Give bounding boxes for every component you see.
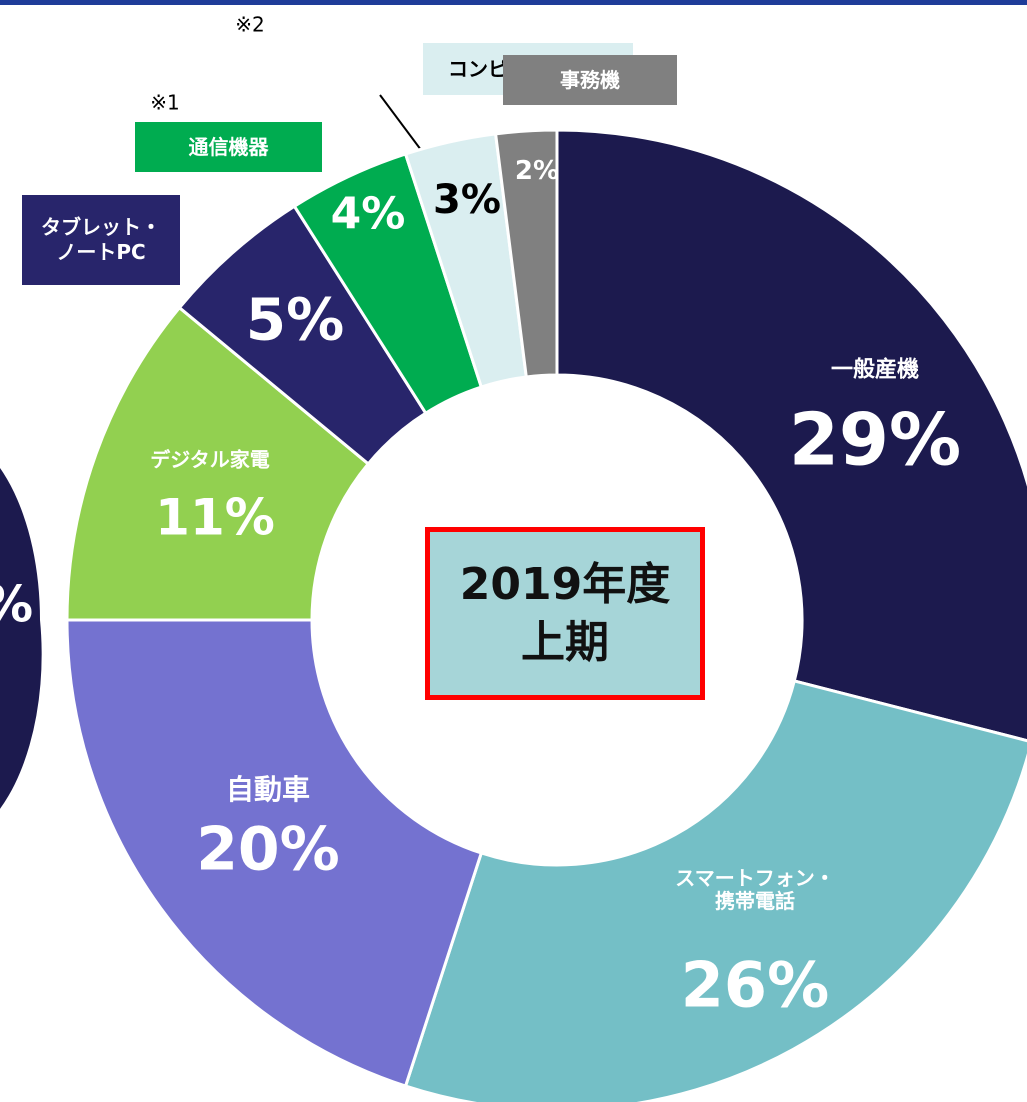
value-label: 29% — [788, 397, 962, 482]
value-label: 2% — [514, 156, 560, 187]
value-label: 3% — [433, 177, 501, 223]
value-label: 5% — [245, 285, 345, 354]
category-label: 自動車 — [225, 772, 311, 806]
category-label: デジタル家電 — [150, 447, 270, 472]
category-label: 一般産機 — [830, 357, 920, 383]
left-fragment-label: % — [0, 576, 33, 634]
center-label: 2019年度 上期 — [425, 527, 705, 700]
category-label: 通信機器 — [135, 122, 322, 172]
donut-segment — [65, 305, 371, 622]
donut-segment — [403, 679, 1027, 1102]
category-label: 事務機 — [503, 55, 677, 105]
footnote-mark: ※1 — [150, 90, 180, 115]
donut-segment — [555, 128, 1027, 743]
top-bar — [0, 0, 1027, 5]
footnote-mark: ※2 — [235, 12, 265, 37]
category-label: タブレット・ ノートPC — [22, 195, 180, 285]
value-label: 4% — [330, 188, 406, 240]
value-label: 20% — [196, 814, 340, 885]
category-label: スマートフォン・ 携帯電話 — [675, 866, 835, 913]
value-label: 11% — [155, 488, 275, 547]
donut-segment — [65, 618, 484, 1088]
value-label: 26% — [680, 948, 830, 1022]
left-chart-fragment — [0, 468, 42, 809]
donut-segment — [493, 128, 559, 379]
